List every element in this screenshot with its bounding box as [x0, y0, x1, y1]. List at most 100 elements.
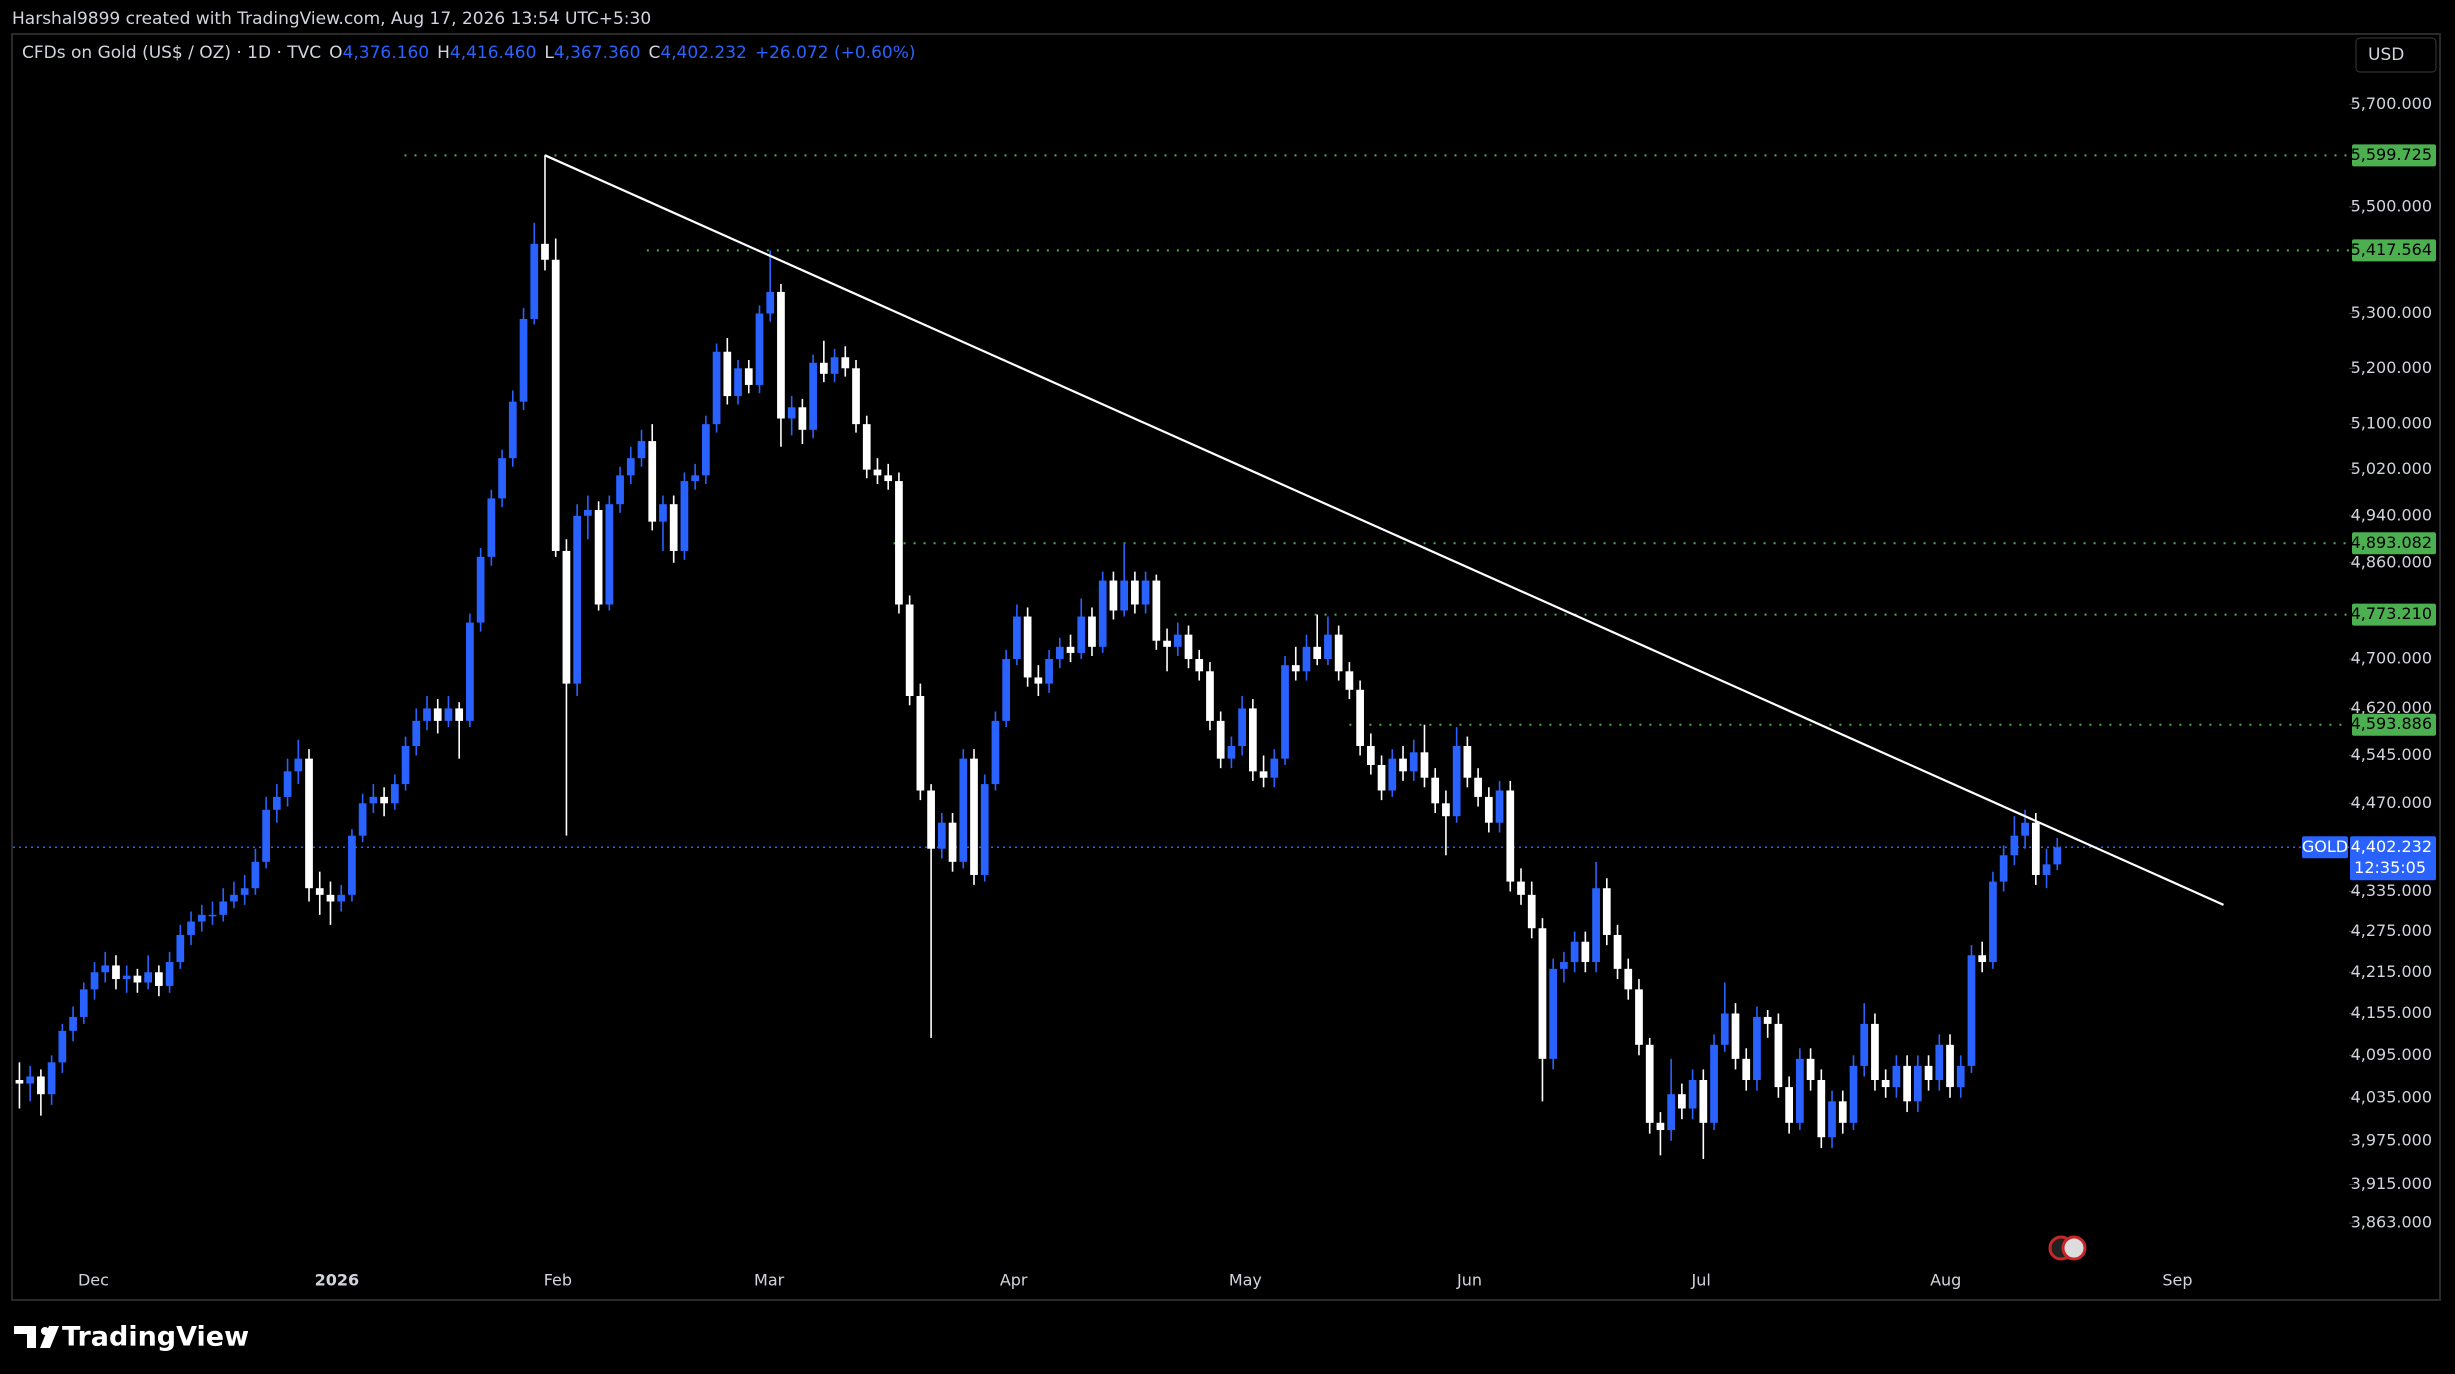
x-tick-label: Sep	[2162, 1271, 2192, 1290]
candle-body	[1849, 1065, 1858, 1123]
candle-body	[562, 550, 571, 684]
candle-body	[1785, 1087, 1793, 1123]
candle-body	[1120, 580, 1129, 611]
candle-body	[648, 441, 657, 522]
candle-body	[1731, 1013, 1740, 1059]
candle-body	[712, 351, 721, 425]
candle-body	[948, 822, 957, 862]
y-tick-label: 5,300.000	[2351, 303, 2432, 322]
candle-body	[326, 894, 335, 902]
x-tick-label: Dec	[78, 1271, 109, 1290]
candle-body	[144, 972, 153, 983]
level-label: 5,417.564	[2351, 240, 2432, 259]
y-tick-label: 4,035.000	[2351, 1087, 2432, 1106]
candle-body	[1356, 689, 1364, 747]
x-tick-label: Feb	[544, 1271, 572, 1290]
y-tick-label: 3,975.000	[2351, 1130, 2432, 1149]
candle-body	[1999, 855, 2008, 882]
candle-body	[1055, 646, 1064, 660]
candle-body	[991, 720, 1000, 785]
candle-body	[58, 1030, 67, 1063]
candle-body	[348, 835, 356, 895]
candle-body	[1442, 803, 1450, 817]
symbol-tag-box	[2302, 836, 2348, 859]
ohlc-value: 4,416.460	[450, 43, 537, 63]
candle-body	[1109, 580, 1118, 611]
level-label: 5,599.725	[2351, 145, 2432, 164]
candle-body	[15, 1080, 24, 1084]
level-label-box	[2352, 713, 2436, 736]
candle-body	[819, 362, 828, 374]
logo: TradingView	[14, 1322, 249, 1353]
candle-body	[1431, 777, 1440, 804]
candle-body	[573, 515, 582, 684]
y-tick-label: 4,860.000	[2351, 552, 2432, 571]
candle-body	[1838, 1101, 1847, 1123]
candle-body	[594, 509, 603, 605]
candle-body	[1967, 955, 1976, 1066]
candle-body	[1388, 758, 1397, 791]
candle-body	[1484, 796, 1493, 823]
candle-body	[1077, 616, 1086, 653]
candle-body	[1656, 1122, 1665, 1131]
candle-body	[315, 888, 324, 895]
y-tick-label: 4,940.000	[2351, 505, 2432, 524]
candle-body	[916, 695, 925, 791]
candle-body	[959, 758, 968, 862]
candle-body	[809, 362, 817, 430]
candle-body	[1238, 708, 1246, 747]
y-tick-label: 5,100.000	[2351, 414, 2432, 433]
candle-body	[1334, 634, 1343, 672]
candle-body	[1678, 1094, 1686, 1109]
y-tick-label: 4,700.000	[2351, 649, 2432, 668]
candle-body	[530, 243, 539, 319]
candle-body	[230, 894, 238, 902]
candle-body	[884, 475, 893, 482]
ohlc-value: 4,376.160	[343, 43, 430, 63]
candle-body	[155, 972, 163, 986]
candle-body	[970, 758, 978, 875]
candle-body	[208, 914, 217, 917]
level-label: 4,773.210	[2351, 604, 2432, 623]
candle-body	[766, 291, 775, 314]
candle-body	[1946, 1044, 1954, 1088]
candle-body	[691, 475, 699, 482]
candle-body	[380, 796, 388, 804]
candle-body	[702, 424, 710, 476]
candle-body	[1248, 708, 1257, 772]
candle-body	[423, 708, 431, 721]
candle-body	[905, 604, 914, 696]
candle-body	[1613, 934, 1622, 969]
candle-body	[1131, 580, 1139, 605]
candle-body	[401, 746, 410, 785]
candle-body	[1195, 659, 1204, 672]
candle-body	[1806, 1058, 1815, 1081]
candle-body	[79, 989, 88, 1017]
candle-body	[1935, 1044, 1944, 1081]
candle-body	[1635, 989, 1643, 1045]
currency-button[interactable]	[2355, 37, 2437, 73]
candle-body	[1602, 888, 1611, 935]
candle-body	[626, 458, 635, 476]
candle-body	[1152, 580, 1161, 641]
currency-label: USD	[2368, 45, 2404, 65]
candle-body	[787, 407, 796, 419]
candle-body	[197, 914, 206, 922]
candle-body	[830, 357, 839, 374]
ohlc-key: L	[544, 43, 554, 63]
candle-body	[1742, 1058, 1751, 1081]
candle-body	[1409, 752, 1418, 772]
y-tick-label: 4,095.000	[2351, 1045, 2432, 1064]
candle-body	[1399, 758, 1407, 772]
candle-body	[1088, 616, 1096, 647]
candle-body	[1699, 1080, 1708, 1123]
y-tick-label: 4,545.000	[2351, 745, 2432, 764]
candle-body	[2053, 847, 2062, 865]
candle-body	[1420, 752, 1429, 778]
candle-body	[1871, 1023, 1879, 1081]
candle-body	[2010, 835, 2019, 856]
candle-body	[1753, 1016, 1761, 1081]
candle-body	[1066, 646, 1075, 653]
candle-body	[1377, 764, 1386, 791]
